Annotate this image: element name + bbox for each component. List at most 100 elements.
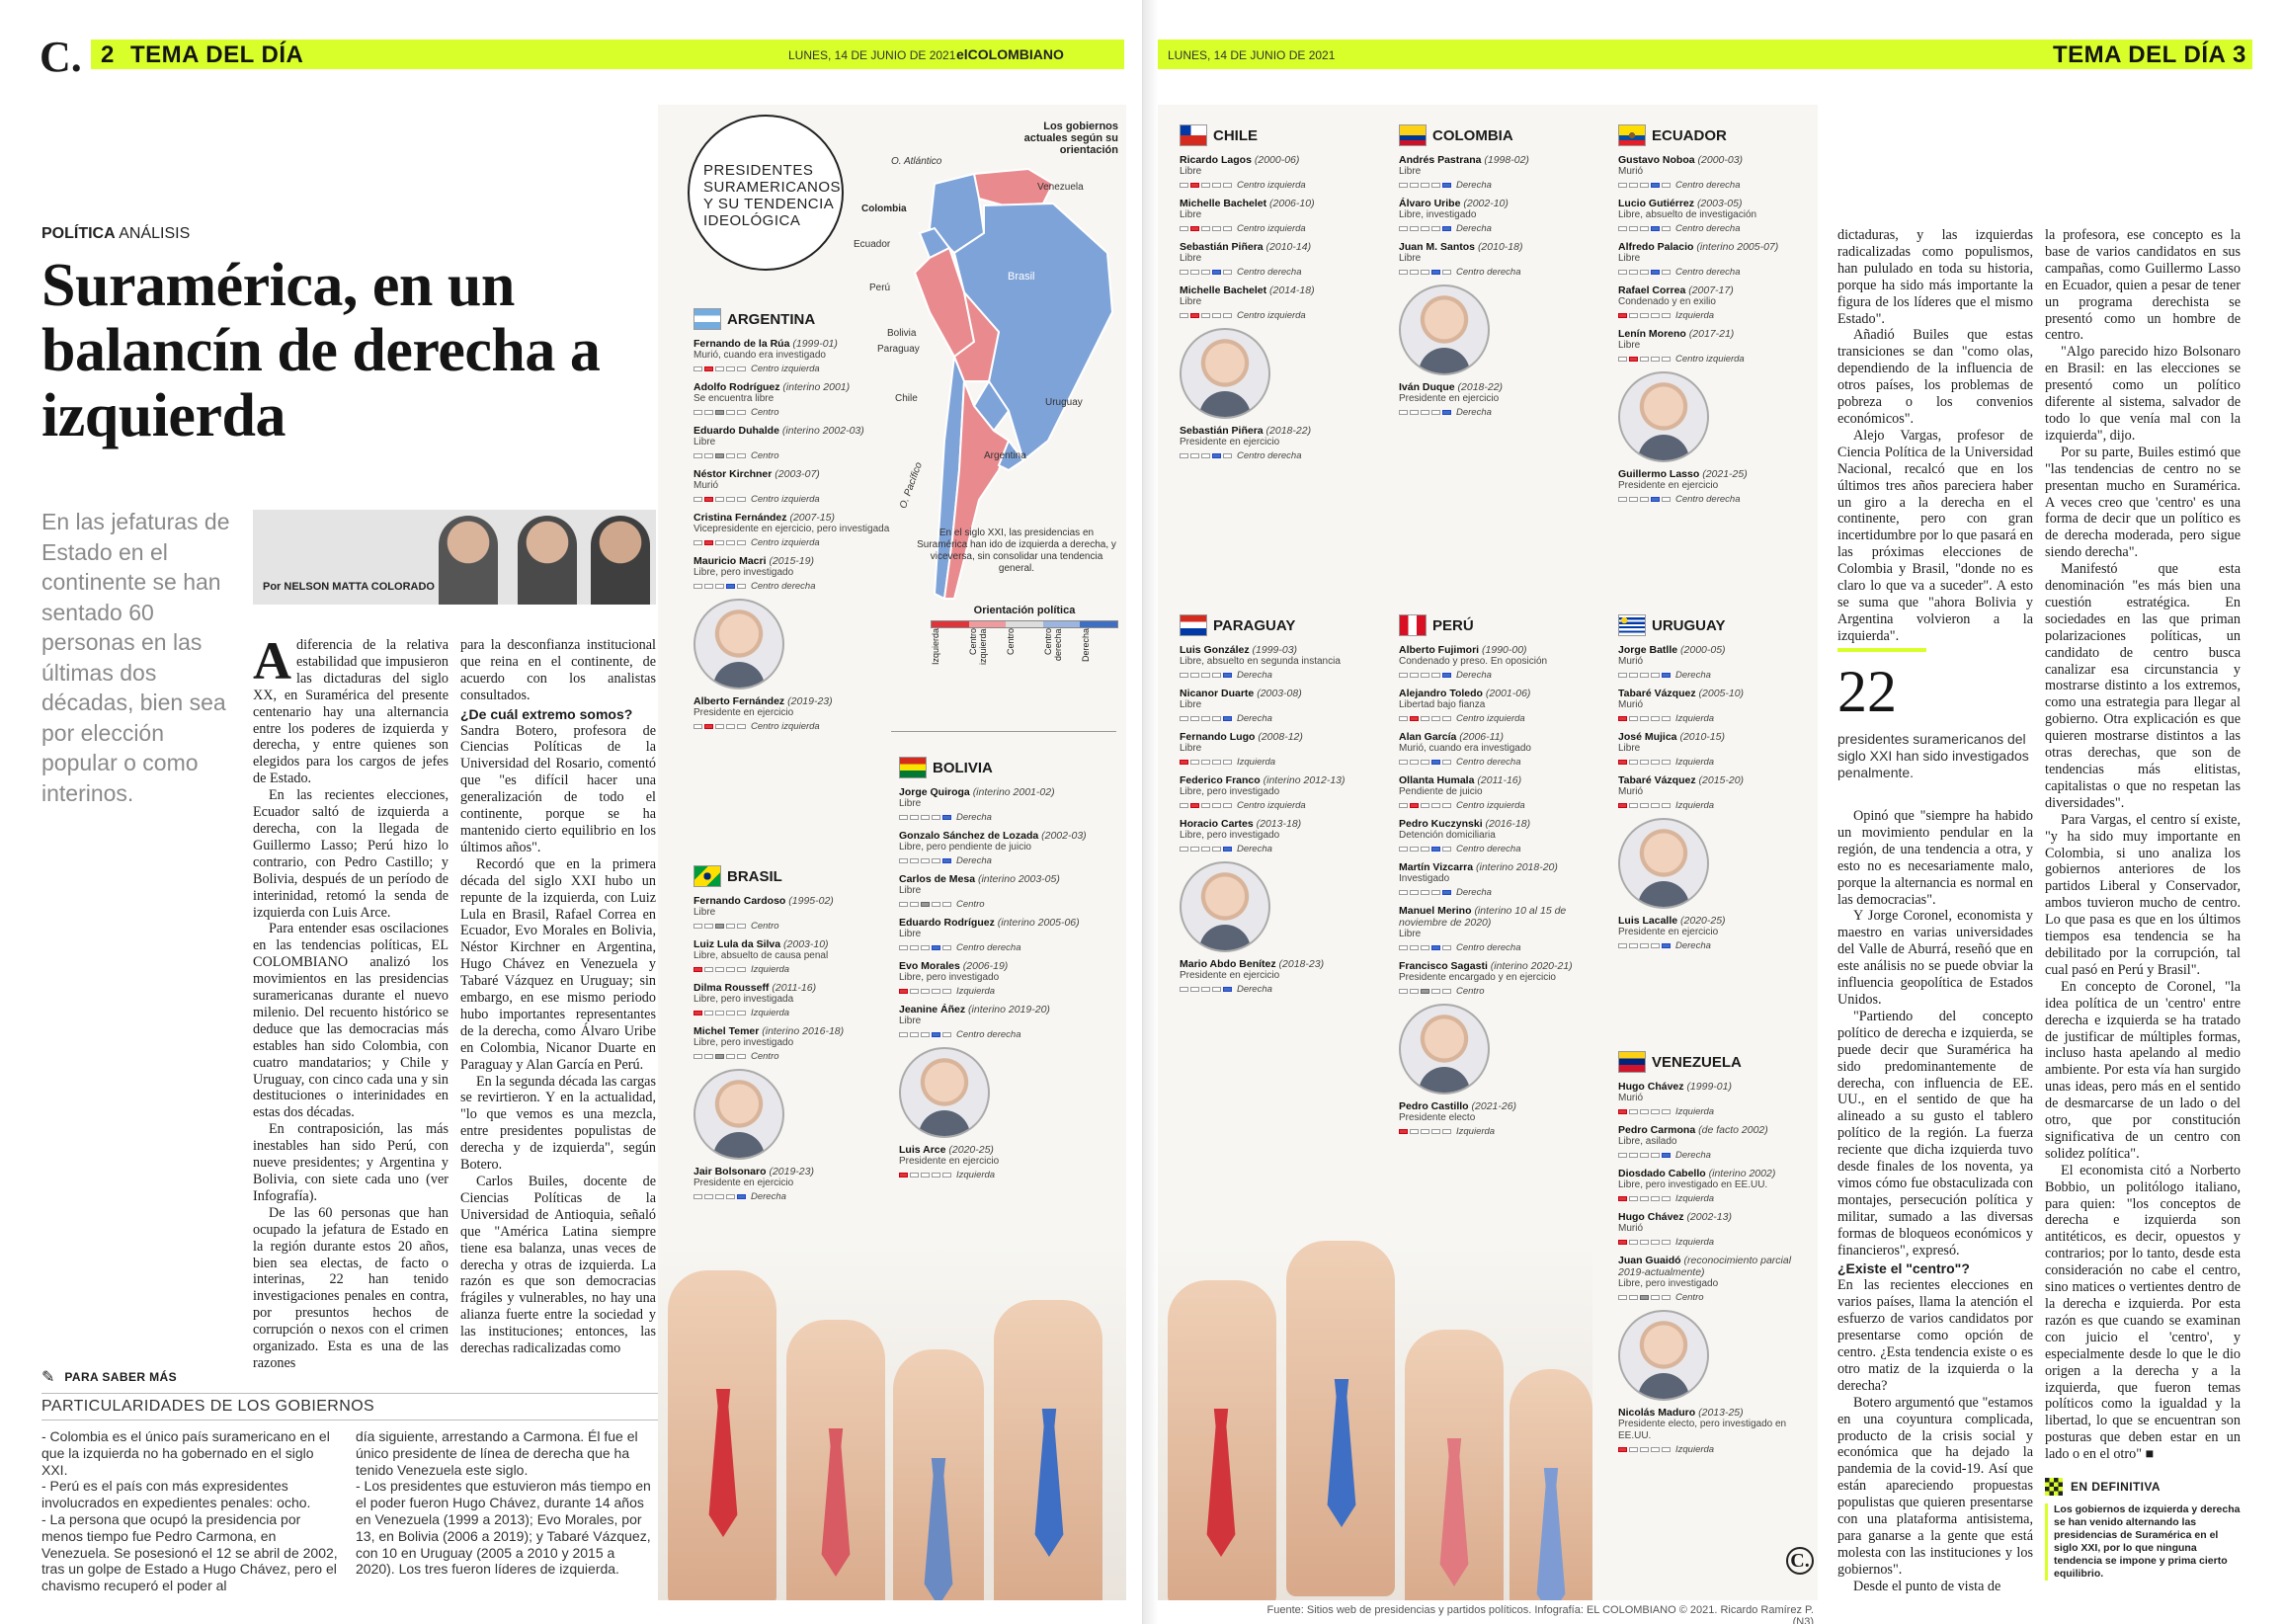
lean-label: Centro derecha: [956, 942, 1021, 953]
lean-scale-cell: [1190, 183, 1199, 188]
lean-scale-cell: [899, 1173, 908, 1177]
president-term: (2008-12): [1258, 731, 1303, 743]
lean-scale-cell: [1201, 803, 1210, 808]
country-header: BOLIVIA: [899, 757, 1097, 778]
country-panel-chile: CHILE Ricardo Lagos (2000-06) Libre Centro …: [1180, 124, 1377, 468]
lean-scale-cell: [737, 366, 746, 371]
definitiva-text: Los gobiernos de izquierda y derecha se …: [2045, 1503, 2241, 1581]
president-term: (interino 2001): [782, 381, 851, 393]
president-status: Libre, pero investigada: [693, 994, 794, 1005]
saber-label: PARA SABER MÁS: [64, 1370, 178, 1384]
lean-indicator: Izquierda: [693, 1008, 891, 1018]
president-status: Presidente en ejercicio: [1180, 437, 1280, 447]
president-entry: Jorge Batlle (2000-05) Murió Derecha: [1618, 644, 1816, 681]
byline: Por NELSON MATTA COLORADO: [263, 581, 435, 593]
lean-scale-cell: [1190, 987, 1199, 992]
president-term: (2000-03): [1697, 154, 1744, 166]
president-entry: Federico Franco (interino 2012-13) Libre,…: [1180, 774, 1377, 811]
lean-indicator: Izquierda: [1618, 757, 1816, 768]
map-label: Perú: [869, 283, 891, 293]
lean-scale-cell: [1431, 1129, 1440, 1134]
president-entry: Cristina Fernández (2007-15) Vicepresiden…: [693, 512, 891, 548]
lean-scale-cell: [1212, 270, 1221, 275]
lean-scale-cell: [715, 724, 724, 729]
lean-scale-cell: [715, 1011, 724, 1015]
lean-scale-cell: [693, 924, 702, 929]
president-status: Libre: [1618, 253, 1641, 264]
president-name: Alfredo Palacio (interino 2005-07): [1618, 241, 1779, 253]
lean-scale-cell: [693, 540, 702, 545]
lean-scale-cell: [1651, 1447, 1660, 1452]
paragraph: De las 60 personas que han ocupado la je…: [253, 1204, 449, 1371]
president-status: Presidente en ejercicio: [1618, 927, 1719, 937]
president-name: Nicanor Duarte (2003-08): [1180, 688, 1302, 699]
president-entry: Jair Bolsonaro (2019-23) Presidente en ej…: [693, 1166, 891, 1202]
lean-scale-cell: [910, 902, 919, 907]
president-name: Luiz Lula da Silva (2003-10): [693, 938, 829, 950]
president-name: Fernando Lugo (2008-12): [1180, 731, 1303, 743]
lean-indicator: Izquierda: [899, 986, 1097, 997]
lean-indicator: Centro derecha: [1399, 844, 1596, 854]
lean-label: Centro izquierda: [1456, 713, 1525, 724]
lean-scale-cell: [1629, 673, 1638, 678]
lean-indicator: Centro derecha: [899, 1029, 1097, 1040]
lean-scale-cell: [1640, 183, 1649, 188]
president-term: (2018-22): [1265, 425, 1312, 437]
president-name: Luis Arce (2020-25): [899, 1144, 994, 1156]
country-header: URUGUAY: [1618, 614, 1816, 636]
lean-scale-cell: [1190, 760, 1199, 765]
fists-illustration: [1158, 1241, 1592, 1600]
lean-scale-cell: [1201, 847, 1210, 852]
lean-scale-cell: [1399, 989, 1408, 994]
president-name: Mario Abdo Benítez (2018-23): [1180, 958, 1325, 970]
president-status: Libre: [899, 1015, 922, 1026]
president-name: Ollanta Humala (2011-16): [1399, 774, 1522, 786]
lean-scale-cell: [932, 858, 940, 863]
lean-indicator: Derecha: [1399, 407, 1596, 418]
lean-indicator: Centro izquierda: [693, 537, 891, 548]
lean-scale-cell: [1618, 1295, 1627, 1300]
checker-icon: [2045, 1478, 2063, 1496]
right-page: LUNES, 14 DE JUNIO DE 2021 TEMA DEL DÍA …: [1142, 0, 2284, 1624]
lean-label: Derecha: [1675, 1150, 1711, 1161]
lean-indicator: Derecha: [899, 855, 1097, 866]
lean-scale-cell: [737, 1054, 746, 1059]
lean-indicator: Derecha: [1618, 1150, 1816, 1161]
byline-photo: Por NELSON MATTA COLORADO: [253, 510, 656, 605]
president-entry: Gonzalo Sánchez de Lozada (2002-03) Libre…: [899, 830, 1097, 866]
lean-scale-cell: [1640, 1109, 1649, 1114]
lean-scale-cell: [1410, 847, 1419, 852]
lean-scale-cell: [1629, 357, 1638, 362]
president-entry: Fernando Lugo (2008-12) Libre Izquierda: [1180, 731, 1377, 768]
president-entry: Pedro Kuczynski (2016-18) Detención domic…: [1399, 818, 1596, 854]
lean-label: Centro izquierda: [751, 494, 820, 505]
lean-scale-cell: [1190, 716, 1199, 721]
president-entry: Iván Duque (2018-22) Presidente en ejerci…: [1399, 381, 1596, 418]
lean-label: Centro: [751, 1051, 779, 1062]
lean-scale-cell: [737, 584, 746, 589]
lean-scale-cell: [715, 924, 724, 929]
lean-label: Derecha: [1456, 180, 1492, 191]
paragraph: Botero argumentó que "estamos en una coy…: [1837, 1394, 2033, 1578]
paragraph: Añadió Builes que estas transiciones se …: [1837, 327, 2033, 427]
paragraph: Y Jorge Coronel, economista y maestro en…: [1837, 908, 2033, 1008]
lean-indicator: Izquierda: [899, 1170, 1097, 1180]
country-header: COLOMBIA: [1399, 124, 1596, 146]
president-term: (2002-03): [1041, 830, 1087, 842]
lean-scale-cell: [1212, 803, 1221, 808]
president-entry: Nicanor Duarte (2003-08) Libre Derecha: [1180, 688, 1377, 724]
lean-scale-cell: [1629, 1240, 1638, 1245]
president-term: (2019-23): [769, 1166, 814, 1177]
lean-indicator: Izquierda: [1399, 1126, 1596, 1137]
lean-scale-cell: [1421, 945, 1429, 950]
president-entry: Alfredo Palacio (interino 2005-07) Libre C…: [1618, 241, 1816, 278]
president-entry: Francisco Sagasti (interino 2020-21) Pres…: [1399, 960, 1596, 997]
president-name: Tabaré Vázquez (2015-20): [1618, 774, 1745, 786]
lean-indicator: Izquierda: [1618, 1106, 1816, 1117]
lean-scale-cell: [932, 902, 940, 907]
president-portrait: [1180, 328, 1270, 419]
lean-label: Izquierda: [1675, 1237, 1715, 1248]
lean-scale-cell: [1212, 716, 1221, 721]
president-name: Hugo Chávez (2002-13): [1618, 1211, 1732, 1223]
lean-scale-cell: [1180, 270, 1188, 275]
